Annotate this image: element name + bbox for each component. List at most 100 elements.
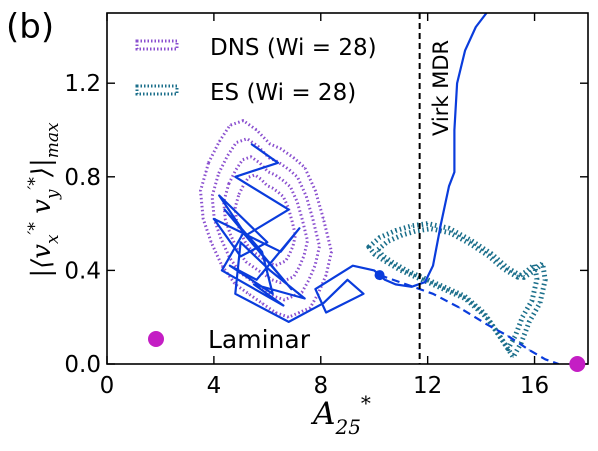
data-point (293, 157, 295, 159)
data-point (421, 279, 423, 281)
data-point (330, 251, 333, 253)
data-point (411, 225, 413, 227)
data-point (432, 265, 434, 267)
data-point (459, 307, 461, 309)
data-point (322, 218, 325, 220)
panel-label: (b) (6, 7, 54, 47)
data-point (309, 307, 311, 309)
data-point (352, 265, 354, 267)
data-point (280, 148, 282, 150)
data-point (288, 321, 290, 323)
x-axis-title: A25* (310, 391, 371, 439)
data-point (213, 218, 215, 220)
data-point (400, 269, 402, 271)
laminar-legend-marker (148, 331, 164, 347)
series-line-es-1 (375, 226, 540, 352)
series-layer (199, 13, 560, 364)
data-point (464, 297, 466, 300)
series-es (366, 221, 548, 360)
data-point (325, 311, 327, 314)
es-start-point (374, 270, 385, 281)
data-point (221, 269, 223, 271)
data-point (298, 311, 300, 314)
data-point (290, 288, 292, 290)
data-point (277, 162, 279, 164)
svg-text:|⟨vx′* vy′*⟩|max: |⟨vx′* vy′*⟩|max (25, 122, 63, 278)
data-point (272, 293, 274, 295)
data-point (202, 218, 204, 220)
data-point (250, 143, 252, 145)
data-point (234, 176, 236, 178)
y-tick-label-2: 0.8 (64, 165, 101, 191)
data-point (261, 251, 263, 253)
data-point (210, 241, 212, 243)
x-tick-label-2: 8 (313, 373, 328, 399)
data-point (256, 129, 258, 131)
y-axis-title: |⟨vx′* vy′*⟩|max (25, 122, 63, 278)
data-point (424, 281, 426, 283)
data-point (261, 302, 263, 304)
data-point (207, 162, 210, 164)
data-point (384, 260, 386, 262)
legend-entry-dns: DNS (Wi = 28) (210, 35, 377, 61)
data-point (288, 208, 290, 211)
series-traj (212, 13, 488, 323)
data-point (453, 129, 455, 131)
data-point (378, 237, 381, 239)
legend-entry-es: ES (Wi = 28) (210, 80, 356, 106)
data-point (256, 279, 258, 281)
data-point (223, 208, 226, 211)
data-point (507, 335, 509, 337)
data-point (242, 232, 244, 234)
legend: DNS (Wi = 28) ES (Wi = 28) (135, 35, 377, 106)
data-point (218, 194, 220, 197)
data-point (507, 267, 509, 269)
data-point (304, 166, 306, 169)
x-tick-label-3: 12 (413, 373, 442, 399)
data-point (491, 253, 493, 255)
data-point (346, 279, 349, 281)
data-point (245, 234, 247, 236)
data-point (501, 340, 504, 342)
data-point (218, 141, 220, 143)
data-point (253, 283, 255, 286)
data-point (298, 227, 300, 229)
data-point (280, 251, 282, 253)
data-point (314, 288, 317, 290)
x-tick-label-1: 4 (207, 373, 222, 399)
data-point (448, 227, 450, 229)
data-point (528, 321, 530, 323)
data-point (373, 269, 375, 271)
data-point (456, 82, 458, 84)
legend-swatch-es (135, 84, 179, 96)
data-point (485, 316, 488, 318)
series-line-dns-1 (210, 137, 321, 302)
data-point (469, 239, 472, 241)
series-es-dashed (378, 274, 560, 364)
data-point (395, 283, 397, 286)
series-line-es-0 (366, 221, 548, 360)
data-point (533, 269, 536, 271)
data-point (539, 302, 541, 304)
data-point (242, 120, 244, 122)
data-point (373, 253, 375, 255)
data-point (405, 283, 407, 286)
laminar-point (569, 356, 586, 372)
x-tick-label-0: 0 (100, 373, 115, 399)
data-point (274, 311, 276, 314)
data-point (512, 356, 514, 358)
series-line-traj-0 (212, 13, 488, 323)
data-point (199, 190, 202, 192)
data-point (485, 323, 488, 325)
data-point (475, 26, 477, 28)
data-point (269, 269, 271, 271)
data-point (229, 124, 231, 126)
data-point (234, 293, 236, 295)
data-point (395, 230, 397, 232)
data-point (523, 276, 525, 279)
data-point (248, 293, 250, 295)
y-tick-label-3: 1.2 (64, 71, 101, 97)
data-point (427, 223, 429, 225)
data-point (266, 241, 268, 243)
